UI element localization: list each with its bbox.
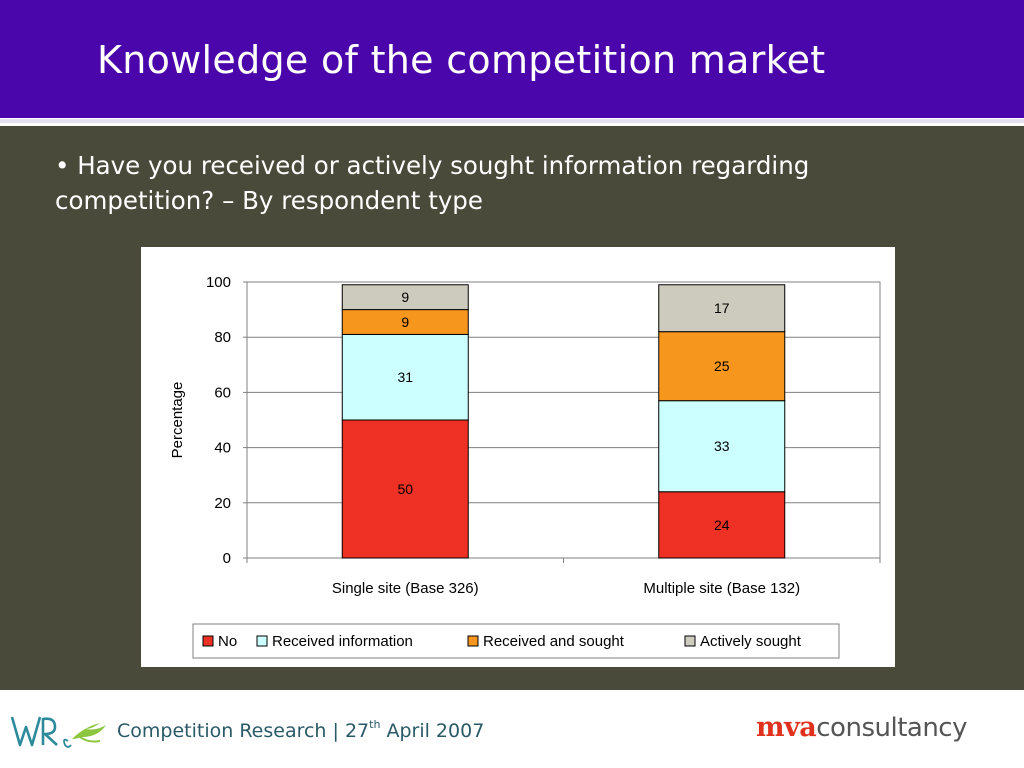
question-text: • Have you received or actively sought i…: [55, 151, 810, 215]
y-tick-label: 100: [206, 274, 231, 291]
title-bar: Knowledge of the competition market: [0, 0, 1024, 118]
bar-segment: [341, 419, 469, 559]
y-axis-label: Percentage: [169, 382, 186, 459]
bar-segment: [341, 309, 469, 335]
legend-swatch: [256, 635, 268, 647]
data-label: 50: [397, 481, 413, 497]
bar-segment: [341, 333, 469, 421]
data-label: 17: [714, 300, 730, 316]
wrc-logo-icon: [10, 716, 106, 748]
legend-label: Received and sought: [483, 633, 625, 650]
legend-box: [192, 623, 840, 659]
legend-label: No: [218, 633, 237, 650]
y-tick-label: 60: [214, 384, 231, 401]
data-label: 25: [714, 358, 730, 374]
bar-segment: [658, 284, 786, 333]
bar-segment: [658, 491, 786, 559]
chart-panel: 0 20 40 60 80 100 Percentage 50 31 9 9 Single site …: [141, 247, 895, 667]
bar-segment: [341, 284, 469, 311]
stacked-bar-chart: 0 20 40 60 80 100 Percentage 50 31 9 9 Single site …: [169, 274, 881, 659]
data-label: 9: [401, 314, 409, 330]
mva-consultancy-logo: mvaconsultancy: [756, 712, 967, 743]
y-tick-label: 80: [214, 329, 231, 346]
footer-date-rest: April 2007: [380, 720, 485, 742]
x-tick-label: Multiple site (Base 132): [643, 580, 800, 597]
mva-logo-grey: consultancy: [816, 713, 967, 743]
legend-label: Actively sought: [700, 633, 802, 650]
legend-swatch: [467, 635, 479, 647]
y-tick-label: 0: [223, 550, 231, 567]
bar-segment: [658, 331, 786, 402]
footer-text-main: Competition Research | 27: [117, 720, 370, 742]
y-tick-label: 20: [214, 495, 231, 512]
title-divider: [0, 119, 1024, 123]
data-label: 24: [714, 517, 730, 533]
legend-swatch: [202, 635, 214, 647]
legend-swatch: [684, 635, 696, 647]
data-label: 31: [397, 369, 413, 385]
slide-title: Knowledge of the competition market: [97, 38, 826, 82]
data-label: 9: [401, 289, 409, 305]
y-tick-label: 40: [214, 440, 231, 457]
footer-superscript: th: [369, 718, 381, 731]
data-label: 33: [714, 438, 730, 454]
mva-logo-red: mva: [756, 712, 817, 743]
legend-label: Received information: [272, 633, 413, 650]
x-tick-label: Single site (Base 326): [332, 580, 479, 597]
footer-text: Competition Research | 27th April 2007: [117, 718, 485, 742]
wrc-logo: [10, 707, 112, 759]
